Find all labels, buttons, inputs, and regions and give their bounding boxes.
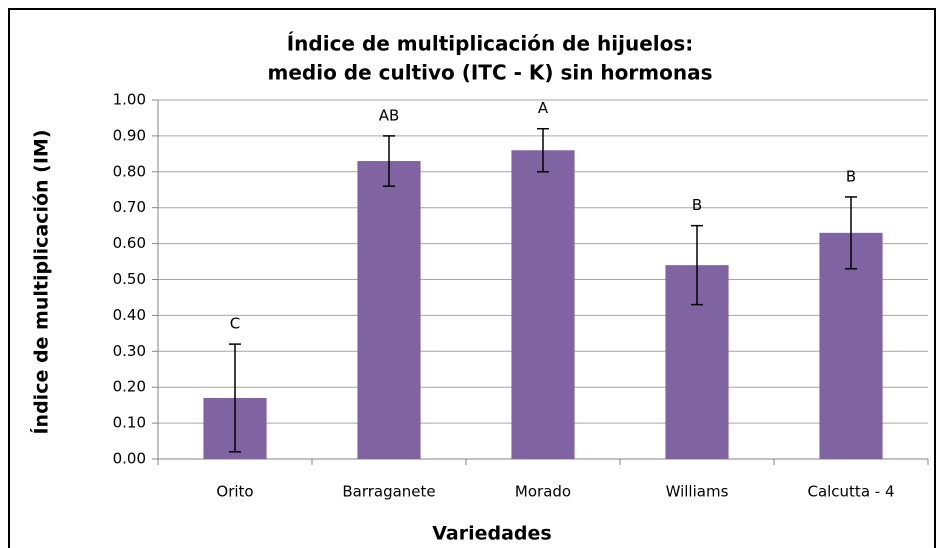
y-tick-label: 1.00 <box>113 91 146 109</box>
y-tick-label: 0.60 <box>113 234 146 252</box>
x-tick-label: Williams <box>666 483 729 501</box>
annotation: B <box>846 167 856 185</box>
bar <box>511 150 575 459</box>
x-tick-label: Morado <box>515 483 571 501</box>
y-tick-label: 0.10 <box>113 414 146 432</box>
chart-title: Índice de multiplicación de hijuelos: <box>287 32 694 56</box>
x-tick-label: Orito <box>216 483 253 501</box>
annotation: C <box>230 315 240 333</box>
chart-border <box>8 8 936 548</box>
y-tick-label: 0.90 <box>113 126 146 144</box>
x-tick-label: Barraganete <box>342 483 435 501</box>
y-tick-label: 0.00 <box>113 450 146 468</box>
chart-title: medio de cultivo (ITC - K) sin hormonas <box>268 61 713 85</box>
x-tick-label: Calcutta - 4 <box>807 483 894 501</box>
y-tick-label: 0.50 <box>113 270 146 288</box>
annotation: A <box>538 99 549 117</box>
y-tick-label: 0.40 <box>113 306 146 324</box>
annotation: AB <box>379 106 400 124</box>
bar <box>357 161 421 459</box>
bar <box>819 232 883 459</box>
y-tick-label: 0.70 <box>113 198 146 216</box>
y-tick-label: 0.80 <box>113 162 146 180</box>
y-tick-label: 0.20 <box>113 378 146 396</box>
annotation: B <box>692 196 702 214</box>
x-axis-title: Variedades <box>432 523 551 545</box>
y-axis-title: Índice de multiplicación (IM) <box>30 129 53 434</box>
y-tick-label: 0.30 <box>113 342 146 360</box>
